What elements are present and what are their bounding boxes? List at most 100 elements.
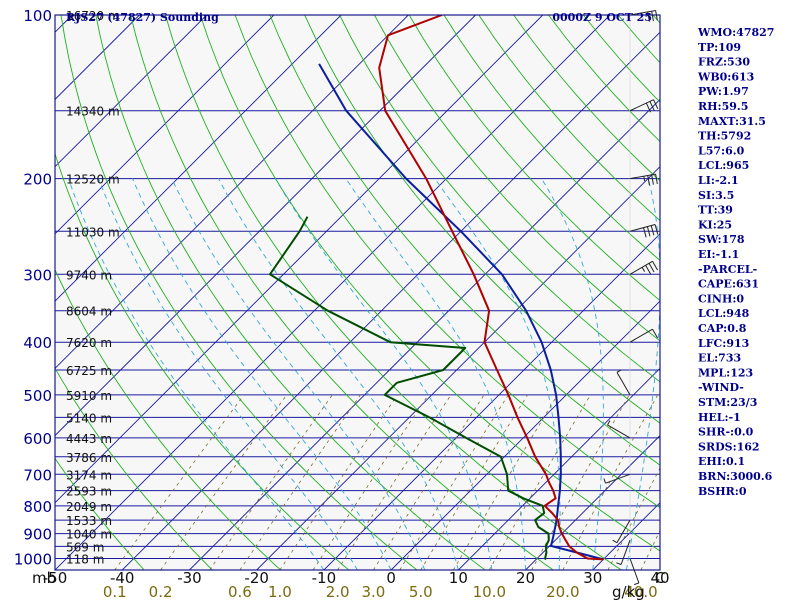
sounding-datetime: 0000Z 9 OCT 25 [552,11,652,24]
pressure-tick-label: 1000 [14,550,52,568]
dry-adiabat-line [792,15,800,570]
wind-barb [629,9,658,22]
wind-barb-flag [643,176,646,182]
isotherm-line [121,31,660,570]
index-item: LI:-2.1 [698,174,739,187]
pressure-tick-label: 600 [23,430,52,448]
dry-adiabat-line [55,457,145,570]
wind-barb-flag [634,582,640,586]
wind-barb-flag [655,10,658,21]
wind-barb [629,99,659,113]
isotherm-line [256,166,660,570]
mixing-ratio-tick-label: 0.1 [103,583,127,600]
index-item: -WIND- [698,381,744,394]
plot-frame [54,14,661,571]
isotherm-line [55,15,342,302]
index-item: STM:23/3 [698,396,757,409]
wind-barb [603,473,631,484]
index-item: L57:6.0 [698,144,745,157]
temperature-tick-label: 30 [583,569,602,587]
dry-adiabat-line [443,15,660,261]
index-item: MAXT:31.5 [698,115,766,128]
temperature-tick-label: 10 [449,569,468,587]
pressure-tick-label: 300 [23,266,52,284]
index-item: CAP:0.8 [698,322,747,335]
index-item: EHI:0.1 [698,455,745,468]
height-tick-label: 118 m [66,552,104,566]
temperature-tick-label: -20 [244,569,269,587]
mixing-ratio-line [399,394,509,570]
wind-barb-flag [647,11,650,22]
wind-barb-staff [629,328,653,343]
height-tick-label: 9740 m [66,268,112,282]
dry-adiabat-line [55,268,281,570]
temperature-tick-label: -10 [312,569,337,587]
wind-barb-flag [652,328,658,339]
wind-barb-flag [655,174,658,185]
temperature-tick-label: -30 [177,569,202,587]
wind-barb-flag [616,562,622,565]
mixing-ratio-tick-label: 0.2 [149,583,173,600]
mixing-ratio-line [239,394,361,570]
mixing-ratio-tick-label: 3.0 [362,583,386,600]
moist-adiabat-line [434,178,561,570]
wind-barb-staff [616,372,631,396]
dry-adiabat-line [199,15,660,552]
height-tick-label: 3174 m [66,468,112,482]
wind-barb-flag [648,263,655,273]
index-item: LFC:913 [698,337,749,350]
index-item: RH:59.5 [698,100,748,113]
height-tick-label: 4443 m [66,432,112,446]
mixing-ratio-tick-label: 20.0 [546,583,579,600]
dry-adiabat-line [757,15,800,570]
wind-barb-flag [607,420,611,426]
dry-adiabat-line [408,15,660,302]
dry-adiabat-line [269,15,660,466]
mixing-ratio-tick-label: 1.0 [268,583,292,600]
index-item: SHR-:0.0 [698,426,754,439]
dewpoint-trace [269,216,550,561]
index-item: TP:109 [698,41,741,54]
height-tick-label: 569 m [66,540,104,554]
index-item: LCL:965 [698,159,749,172]
index-item: WMO:47827 [697,26,774,39]
parcel-trace [318,63,604,561]
height-tick-label: 5910 m [66,389,112,403]
isotherm-line [55,15,409,369]
moist-adiabat-line [345,178,527,570]
pressure-tick-label: 500 [23,387,52,405]
isotherm-line [55,15,476,437]
station-title: RJS27 (47827) Sounding [66,11,219,24]
wind-barb [629,173,658,186]
wind-barb-flag [651,11,654,22]
index-item: EL:733 [698,352,741,365]
dry-adiabat-line [374,15,660,342]
isotherm-line [55,15,275,235]
mixing-ratio-tick-label: 10.0 [473,583,506,600]
mixing-ratio-line [373,394,485,570]
index-item: CINH:0 [698,292,744,305]
wind-barb-flag [645,102,651,113]
temperature-tick-label: 20 [516,569,535,587]
mixing-ratio-line [488,394,591,570]
index-item: SW:178 [698,233,745,246]
index-item: KI:25 [698,218,732,231]
height-tick-label: 8604 m [66,305,112,319]
moist-adiabat-line [132,178,392,570]
mixing-ratio-tick-label: 2.0 [326,583,350,600]
index-item: PW:1.97 [698,85,749,98]
height-tick-label: 3786 m [66,451,112,465]
wind-barb-flag [647,175,650,186]
grid-layer [55,15,800,570]
index-item: BSHR:0 [698,485,747,498]
dry-adiabat-line [95,15,486,570]
dry-adiabat-line [304,15,660,424]
height-tick-label: 7620 m [66,336,112,350]
pressure-tick-label: 800 [23,498,52,516]
index-item: LCL:948 [698,307,750,320]
mixing-ratio-line [531,394,630,570]
temperature-tick-label: -50 [43,569,68,587]
